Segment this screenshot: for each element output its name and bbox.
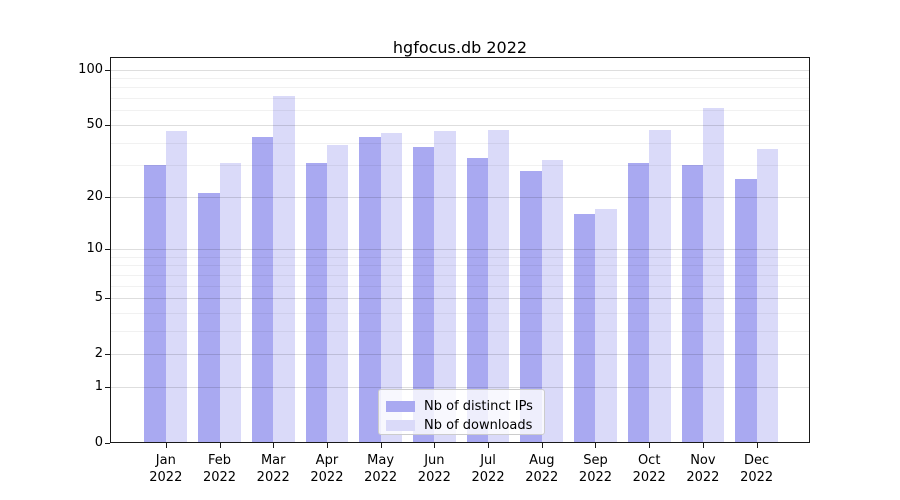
bar-downloads [649, 129, 671, 443]
x-tick-label: Nov 2022 [686, 453, 720, 485]
legend-item-downloads: Nb of downloads [386, 416, 544, 435]
bar-distinct-ips [520, 170, 542, 443]
y-tick-label: 100 [78, 61, 103, 77]
gridline-major [110, 298, 810, 300]
bar-distinct-ips [144, 165, 166, 443]
gridline-minor [110, 285, 810, 287]
x-tick-label: Dec 2022 [740, 453, 774, 485]
x-tick-label: Mar 2022 [256, 453, 290, 485]
x-axis-tick [273, 443, 275, 448]
x-axis-tick [756, 443, 758, 448]
gridline-minor [110, 265, 810, 267]
bar-distinct-ips [574, 213, 596, 443]
chart-title: hgfocus.db 2022 [392, 38, 528, 57]
x-axis-tick [434, 443, 436, 448]
x-axis-tick [488, 443, 490, 448]
gridline-minor [110, 78, 810, 80]
bar-downloads [541, 160, 564, 443]
bar-distinct-ips [305, 162, 327, 443]
gridline-minor [110, 330, 810, 332]
legend-item-distinct-ips: Nb of distinct IPs [386, 397, 544, 416]
y-tick-label: 50 [86, 116, 103, 132]
y-tick-label: 1 [94, 378, 103, 394]
bar-downloads [702, 107, 725, 443]
bar-distinct-ips [251, 136, 274, 443]
legend: Nb of distinct IPs Nb of downloads [378, 389, 545, 435]
gridline-minor [110, 274, 810, 276]
gridline-major [110, 248, 810, 250]
x-tick-label: Oct 2022 [632, 453, 666, 485]
y-axis-tick [105, 298, 110, 300]
bar-distinct-ips [412, 146, 435, 443]
x-axis-tick [326, 443, 328, 448]
y-tick-label: 5 [94, 290, 103, 306]
gridline-minor [110, 98, 810, 100]
y-tick-label: 10 [86, 240, 103, 256]
y-axis-tick [105, 248, 110, 250]
y-axis-tick [105, 386, 110, 388]
y-tick-label: 2 [94, 346, 103, 362]
x-axis-tick [649, 443, 651, 448]
x-tick-label: Aug 2022 [525, 453, 559, 485]
bar-downloads [165, 131, 188, 443]
bar-downloads [273, 95, 295, 443]
bar-distinct-ips [466, 157, 489, 443]
gridline-major [110, 124, 810, 126]
x-axis-tick [541, 443, 543, 448]
y-axis-tick [105, 443, 110, 444]
bar-downloads [219, 162, 241, 443]
gridline-major [110, 354, 810, 356]
bar-downloads [434, 131, 456, 443]
bar-distinct-ips [359, 136, 381, 443]
gridline-major [110, 69, 810, 71]
legend-label-distinct-ips: Nb of distinct IPs [424, 399, 533, 414]
x-tick-label: Jul 2022 [471, 453, 505, 485]
bar-downloads [756, 148, 778, 443]
x-axis-tick [219, 443, 221, 448]
bar-downloads [488, 129, 510, 443]
x-axis-tick [380, 443, 382, 448]
x-axis-tick [702, 443, 704, 448]
y-tick-label: 20 [86, 188, 103, 204]
bar-downloads [326, 144, 349, 443]
bar-distinct-ips [627, 162, 650, 443]
gridline-minor [110, 312, 810, 314]
gridline-minor [110, 256, 810, 258]
legend-swatch-downloads-icon [386, 420, 415, 431]
y-tick-label: 0 [94, 435, 103, 450]
legend-label-downloads: Nb of downloads [424, 418, 533, 433]
gridline-major [110, 386, 810, 388]
x-tick-label: Jun 2022 [417, 453, 451, 485]
x-tick-label: Sep 2022 [578, 453, 613, 485]
gridline-major [110, 196, 810, 198]
y-axis-tick [105, 354, 110, 356]
gridline-minor [110, 87, 810, 89]
y-axis-tick [105, 69, 110, 71]
legend-swatch-distinct-ips-icon [386, 401, 415, 412]
gridline-minor [110, 142, 810, 144]
bar-downloads [380, 133, 403, 443]
bar-downloads [595, 209, 617, 443]
x-axis-tick [165, 443, 167, 448]
y-axis-tick [105, 196, 110, 198]
bar-distinct-ips [681, 165, 703, 443]
x-tick-label: Apr 2022 [310, 453, 344, 485]
bar-distinct-ips [198, 192, 220, 443]
gridline-minor [110, 110, 810, 112]
x-tick-label: Jan 2022 [149, 453, 183, 485]
gridline-minor [110, 165, 810, 167]
x-axis-tick [595, 443, 597, 448]
x-tick-label: May 2022 [364, 453, 398, 485]
x-tick-label: Feb 2022 [202, 453, 237, 485]
bar-distinct-ips [735, 179, 757, 443]
y-axis-tick [105, 124, 110, 126]
